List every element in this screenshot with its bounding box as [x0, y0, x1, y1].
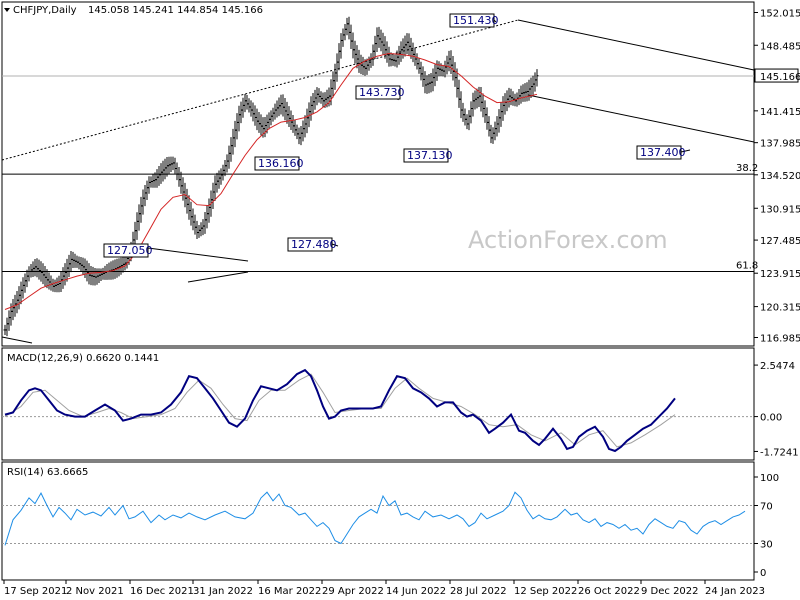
x-tick-label: 28 Jul 2022: [450, 586, 507, 597]
triangle-lower-line: [187, 271, 249, 283]
price-tick-label: 141.415: [760, 107, 800, 118]
macd-tick-label: -1.7241: [760, 447, 799, 458]
rsi-tick-label: 30: [760, 540, 773, 551]
price-tick-label: 127.485: [760, 236, 800, 247]
chart-title: CHFJPY,Daily: [13, 5, 77, 16]
x-tick-label: 31 Jan 2022: [193, 586, 253, 597]
price-tick-label: 120.315: [760, 303, 800, 314]
level-label: 137.400: [640, 146, 686, 159]
price-tick-label: 145.166: [760, 72, 800, 83]
dropdown-triangle-icon[interactable]: [4, 8, 10, 12]
level-label: 137.130: [407, 149, 453, 162]
price-tick-label: 116.985: [760, 334, 800, 345]
level-box: [355, 85, 401, 100]
ohlc-readout: 145.058 145.241 144.854 145.166: [88, 5, 263, 16]
x-tick-label: 2 Nov 2021: [66, 586, 124, 597]
x-tick-label: 14 Jun 2022: [386, 586, 446, 597]
macd-panel-frame: [1, 347, 755, 461]
level-label: 143.730: [359, 86, 405, 99]
triangle-upper-line: [147, 247, 249, 262]
moving-average-line: [4, 52, 538, 310]
macd-tick-label: 0.00: [760, 413, 782, 424]
fib-levels: 38.2 61.8: [2, 163, 758, 272]
trendlines: [1, 19, 755, 344]
long-dotted-trendline: [1, 19, 519, 161]
price-axis: 152.015 148.485 145.166 141.415 137.985 134.5…: [2, 8, 800, 345]
macd-tick-label: 2.5474: [760, 361, 795, 372]
rsi-tick-label: 70: [760, 502, 773, 513]
price-tick-label: 134.520: [760, 171, 800, 182]
x-tick-label: 16 Dec 2021: [130, 586, 194, 597]
x-tick-label: 26 Oct 2022: [578, 586, 640, 597]
macd-label: MACD(12,26,9) 0.6620 0.1441: [7, 353, 159, 364]
x-tick-label: 16 Mar 2022: [258, 586, 321, 597]
watermark: ActionForex.com: [468, 226, 668, 254]
start-segment-line: [1, 336, 33, 344]
channel-lower-line: [527, 94, 755, 143]
level-label: 151.430: [453, 14, 499, 27]
fib-level-label: 61.8: [736, 260, 758, 271]
price-tick-label: 137.985: [760, 139, 800, 150]
fib-level-label: 38.2: [736, 163, 758, 174]
level-label: 127.480: [291, 238, 337, 251]
rsi-tick-label: 0: [760, 568, 766, 579]
x-tick-label: 24 Jan 2023: [705, 586, 765, 597]
level-box: [636, 145, 682, 160]
x-tick-label: 29 Apr 2022: [322, 586, 384, 597]
x-tick-label: 17 Sep 2021: [4, 586, 67, 597]
level-box: [254, 156, 300, 171]
rsi-label: RSI(14) 63.6665: [7, 467, 88, 478]
level-box: [449, 13, 495, 28]
level-box: [403, 148, 449, 163]
price-tick-label: 123.915: [760, 269, 800, 280]
current-price-box: [754, 68, 799, 83]
x-tick-label: 9 Dec 2022: [641, 586, 699, 597]
level-annotations: 127.050 136.160 143.730 151.430 127.480 137.1…: [103, 13, 691, 258]
rsi-line: [4, 491, 746, 546]
rsi-panel-frame: [1, 461, 755, 581]
level-label: 136.160: [258, 157, 304, 170]
level-label: 127.050: [107, 244, 153, 257]
channel-upper-line: [517, 19, 755, 71]
price-tick-label: 148.485: [760, 41, 800, 52]
rsi-axis: 100 70 30 0: [754, 473, 779, 579]
rsi-tick-label: 100: [760, 473, 779, 484]
level-box: [103, 243, 149, 258]
level-box: [287, 237, 333, 252]
rsi-levels: [2, 505, 754, 544]
x-tick-label: 12 Sep 2022: [514, 586, 577, 597]
level-leader-line: [331, 243, 339, 247]
macd-axis: 2.5474 0.00 -1.7241: [754, 361, 799, 458]
price-tick-label: 152.015: [760, 8, 800, 19]
price-tick-label: 130.915: [760, 204, 800, 215]
macd-main-line: [4, 368, 676, 453]
level-leader-line: [680, 149, 691, 153]
